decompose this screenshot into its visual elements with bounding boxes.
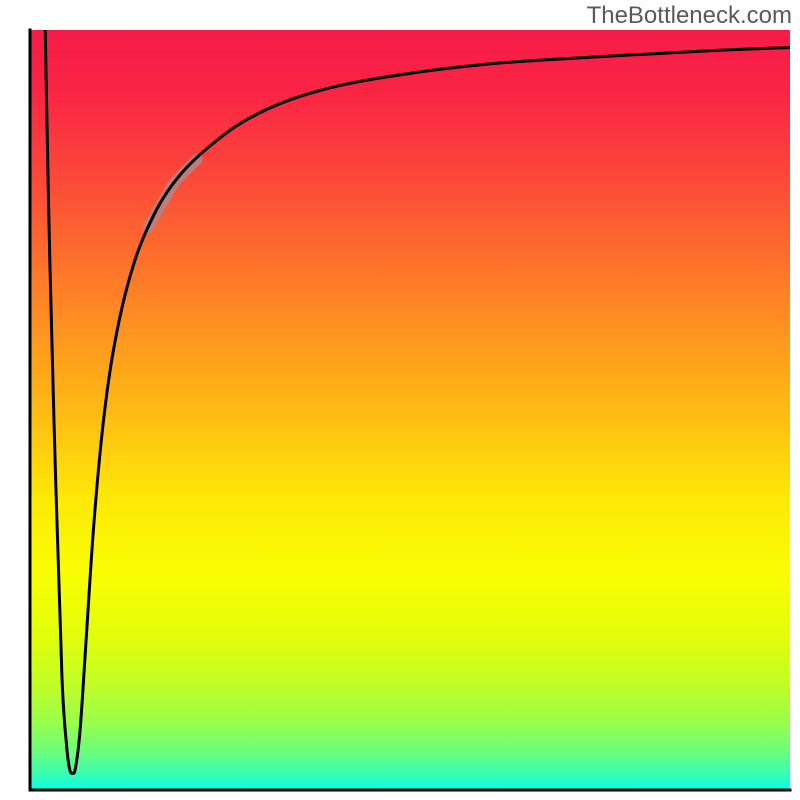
gradient-background	[30, 30, 790, 790]
bottleneck-chart	[0, 0, 800, 800]
watermark-label: TheBottleneck.com	[587, 2, 792, 30]
chart-container: TheBottleneck.com	[0, 0, 800, 800]
